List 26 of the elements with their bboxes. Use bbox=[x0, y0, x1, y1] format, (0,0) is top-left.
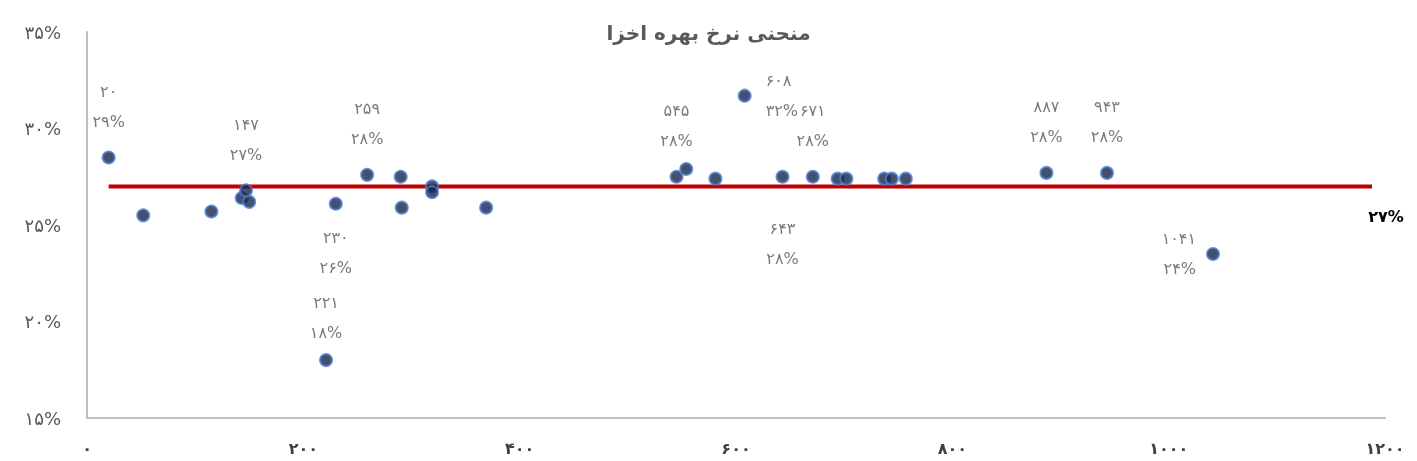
data-label: ۶۷۱ ۲۸% bbox=[796, 101, 829, 151]
data-label: ۲۳۰ ۲۶% bbox=[319, 228, 352, 278]
x-tick-label: ۶۰۰ bbox=[721, 438, 751, 458]
data-label: ۶۰۸ ۳۲% bbox=[765, 71, 799, 121]
data-label: ۲۲۱ ۱۸% bbox=[309, 292, 343, 342]
data-label: ۱۴۷ ۲۷% bbox=[229, 114, 263, 164]
data-label: ۲۰ ۲۹% bbox=[92, 81, 125, 131]
y-tick-label: ۱۵% bbox=[24, 407, 61, 429]
x-tick-label: ۰ bbox=[82, 438, 92, 458]
data-label: ۱۰۴۱ ۲۴% bbox=[1161, 229, 1197, 279]
x-tick-label: ۸۰۰ bbox=[937, 438, 967, 458]
data-label: ۸۸۷ ۲۸% bbox=[1030, 97, 1063, 147]
y-tick-label: ۳۰% bbox=[24, 118, 61, 139]
y-tick-label: ۳۵% bbox=[24, 21, 61, 43]
data-label: ۹۴۳ ۲۸% bbox=[1090, 97, 1124, 147]
x-tick-label: ۱۰۰۰ bbox=[1149, 438, 1189, 458]
x-tick-label: ۱۲۰۰ bbox=[1365, 438, 1405, 458]
chart-title: منحنی نرخ بهره اخزا bbox=[606, 21, 811, 45]
data-label: ۶۴۳ ۲۸% bbox=[766, 219, 799, 269]
data-label: ۲۷% bbox=[1368, 206, 1404, 226]
data-label: ۲۵۹ ۲۸% bbox=[350, 99, 384, 149]
y-tick-label: ۲۰% bbox=[24, 311, 61, 332]
x-tick-label: ۴۰۰ bbox=[505, 438, 535, 458]
x-tick-label: ۲۰۰ bbox=[288, 438, 318, 458]
y-tick-label: ۲۵% bbox=[24, 214, 61, 236]
data-label: ۵۴۵ ۲۸% bbox=[660, 101, 693, 151]
